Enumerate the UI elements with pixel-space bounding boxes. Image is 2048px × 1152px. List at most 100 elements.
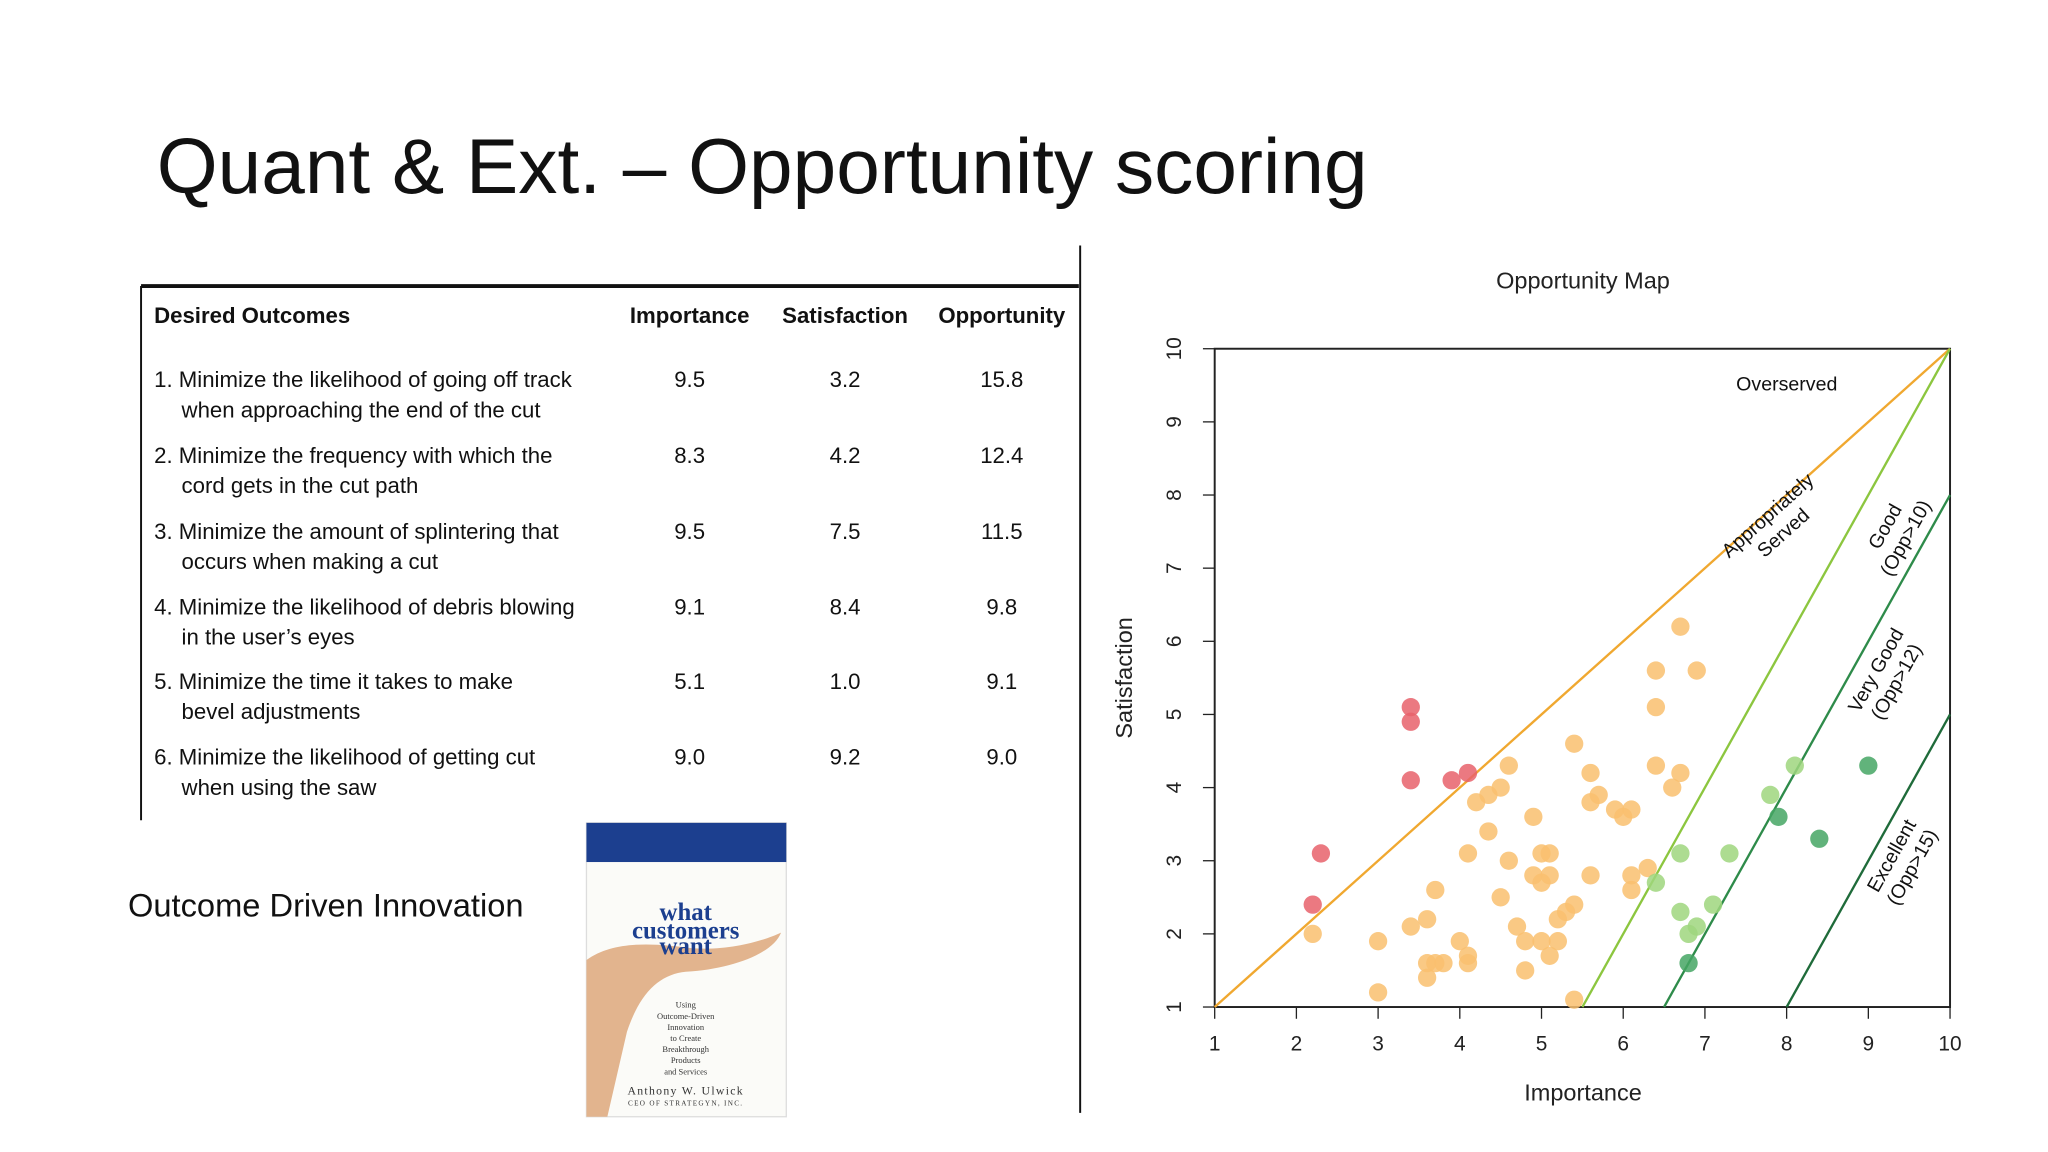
y-tick-label: 1 <box>1163 1001 1186 1013</box>
point <box>1679 924 1698 944</box>
point <box>1467 793 1486 812</box>
point <box>1581 763 1600 783</box>
outcome-text: 5. Minimize the time it takes to make <box>154 669 513 694</box>
point <box>1622 866 1641 885</box>
y-tick-label: 10 <box>1163 337 1186 360</box>
point <box>1859 756 1878 775</box>
book-subtitle: Outcome-Driven <box>657 1011 715 1021</box>
y-axis-label: Satisfaction <box>1111 617 1137 738</box>
point <box>1401 712 1420 731</box>
point <box>1581 866 1600 885</box>
point <box>1524 807 1543 826</box>
table-cell: 8.4 <box>830 595 861 620</box>
table-cell: 9.5 <box>674 367 705 392</box>
point <box>1810 829 1829 848</box>
point <box>1311 844 1331 863</box>
point <box>1622 880 1641 900</box>
point <box>1532 932 1551 951</box>
point <box>1548 910 1567 929</box>
book-cover <box>585 822 787 1118</box>
book-title: want <box>660 933 713 960</box>
book-subtitle: Breakthrough <box>662 1044 709 1054</box>
point <box>1450 932 1469 951</box>
point <box>1646 756 1666 775</box>
outcome-text: 3. Minimize the amount of splintering th… <box>154 519 559 544</box>
table-cell: 12.4 <box>980 443 1023 468</box>
table-header: Satisfaction <box>782 303 908 328</box>
point <box>1703 895 1723 914</box>
y-tick-label: 7 <box>1163 562 1186 574</box>
chart: Opportunity Map 1 2 3 4 5 6 7 8 9 10 1 2 3 4 5 6 7 8 9 10 Imp… <box>1111 267 1962 1105</box>
chart-title: Opportunity Map <box>1496 267 1670 293</box>
outcome-text: when using the saw <box>181 775 378 800</box>
x-tick-label: 9 <box>1863 1032 1875 1055</box>
point <box>1761 785 1780 805</box>
y-tick-label: 5 <box>1163 709 1186 721</box>
x-tick-label: 8 <box>1781 1032 1793 1055</box>
table-cell: 8.3 <box>674 443 705 468</box>
point <box>1720 844 1739 863</box>
y-tick-label: 3 <box>1163 855 1186 867</box>
x-tick-label: 1 <box>1209 1032 1221 1055</box>
outcome-text: when approaching the end of the cut <box>181 397 541 422</box>
x-tick-label: 5 <box>1536 1032 1548 1055</box>
point <box>1532 873 1551 892</box>
caption: Outcome Driven Innovation <box>128 886 524 923</box>
table-header: Opportunity <box>938 303 1066 328</box>
point <box>1663 778 1682 797</box>
point <box>1671 844 1690 863</box>
x-tick-label: 10 <box>1938 1032 1961 1055</box>
book-affiliation: CEO OF STRATEGYN, INC. <box>628 1099 743 1107</box>
point <box>1638 858 1657 878</box>
table-cell: 9.0 <box>986 745 1017 770</box>
point <box>1458 763 1478 783</box>
table-cell: 9.2 <box>830 745 861 770</box>
book-title: customers <box>632 917 740 944</box>
region-label: Overserved <box>1736 373 1837 395</box>
table-cell: 9.1 <box>986 669 1017 694</box>
point <box>1401 771 1420 790</box>
point <box>1687 661 1706 680</box>
table-cell: 7.5 <box>830 519 861 544</box>
y-tick-label: 9 <box>1163 416 1186 428</box>
point <box>1671 617 1690 636</box>
point <box>1368 932 1388 951</box>
boundary-line <box>1663 494 1952 1008</box>
book-hand <box>586 932 782 1117</box>
y-tick-label: 8 <box>1163 489 1186 501</box>
x-tick-label: 7 <box>1699 1032 1711 1055</box>
outcome-text: bevel adjustments <box>182 699 361 724</box>
point <box>1417 910 1437 929</box>
point <box>1516 961 1535 980</box>
point <box>1434 953 1453 973</box>
point <box>1565 990 1584 1009</box>
y-tick-label: 6 <box>1163 635 1186 647</box>
x-tick-label: 3 <box>1372 1032 1384 1055</box>
point <box>1671 763 1690 783</box>
point <box>1646 661 1666 680</box>
point <box>1622 800 1641 819</box>
outcome-text: 6. Minimize the likelihood of getting cu… <box>154 745 535 770</box>
table-cell: 4.2 <box>830 443 861 468</box>
book-subtitle: Innovation <box>667 1022 704 1032</box>
point <box>1368 983 1388 1002</box>
point <box>1442 771 1461 790</box>
book-subtitle: to Create <box>670 1033 701 1043</box>
table-cell: 1.0 <box>830 669 861 694</box>
point <box>1491 888 1510 907</box>
x-tick-label: 4 <box>1454 1032 1466 1055</box>
table-cell: 9.1 <box>674 595 705 620</box>
table-cell: 9.0 <box>674 745 705 770</box>
point <box>1417 968 1437 987</box>
boundary-line <box>1213 347 1951 1008</box>
point <box>1516 932 1535 951</box>
outcome-text: 1. Minimize the likelihood of going off … <box>154 367 573 392</box>
slide-title: Quant & Ext. – Opportunity scoring <box>157 122 1368 210</box>
x-tick-label: 2 <box>1291 1032 1303 1055</box>
book-author: Anthony W. Ulwick <box>627 1085 744 1098</box>
table-header: Importance <box>630 303 750 328</box>
point <box>1785 756 1804 775</box>
